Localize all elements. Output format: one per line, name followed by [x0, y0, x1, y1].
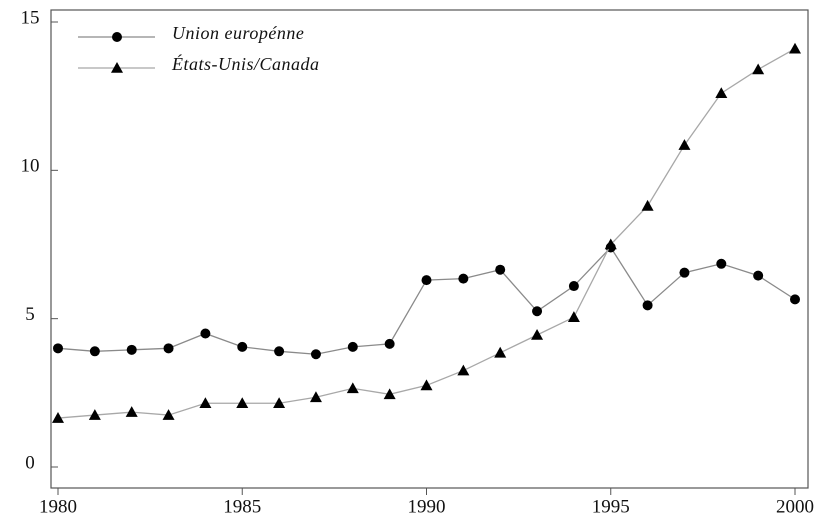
marker — [112, 32, 122, 42]
marker — [604, 238, 617, 250]
series-line — [57, 48, 796, 419]
y-tick-label: 10 — [21, 156, 40, 177]
marker — [421, 275, 432, 286]
marker — [678, 139, 691, 150]
marker — [309, 391, 322, 403]
x-tick-label: 1995 — [592, 496, 630, 517]
marker — [641, 199, 654, 211]
marker — [125, 406, 138, 417]
marker — [237, 341, 248, 352]
plot-frame — [50, 9, 809, 489]
x-tick-label: 1990 — [408, 496, 446, 517]
y-tick-label: 5 — [25, 304, 35, 325]
marker — [88, 409, 101, 420]
marker — [420, 379, 433, 391]
legend-label: Union europénne — [172, 23, 304, 43]
x-tick-label: 1980 — [39, 496, 77, 517]
marker — [163, 343, 174, 354]
marker — [199, 397, 212, 409]
marker — [532, 306, 543, 317]
marker — [126, 344, 137, 355]
marker — [162, 409, 175, 420]
marker — [753, 270, 764, 281]
marker — [310, 349, 321, 360]
marker — [273, 397, 286, 409]
series-line — [57, 246, 796, 355]
marker — [346, 382, 359, 394]
marker — [494, 346, 507, 358]
marker — [383, 388, 396, 400]
marker — [715, 87, 728, 98]
marker — [457, 364, 470, 376]
marker — [567, 311, 580, 322]
y-tick-label: 15 — [21, 7, 40, 28]
marker — [679, 267, 690, 278]
marker — [568, 281, 579, 292]
y-tick-label: 0 — [25, 452, 35, 473]
marker — [236, 397, 249, 409]
marker — [384, 338, 395, 349]
marker — [789, 42, 801, 54]
marker — [458, 273, 469, 284]
marker — [495, 264, 506, 275]
legend-label: États-Unis/Canada — [171, 53, 320, 74]
marker — [531, 328, 544, 340]
marker — [716, 258, 727, 269]
marker — [347, 341, 358, 352]
marker — [752, 63, 765, 75]
x-tick-label: 2000 — [776, 496, 814, 517]
marker — [89, 346, 100, 357]
marker — [111, 62, 123, 73]
marker — [200, 328, 211, 339]
marker — [642, 300, 653, 311]
marker — [274, 346, 285, 357]
marker — [790, 294, 800, 305]
marker — [53, 343, 63, 354]
x-tick-label: 1985 — [223, 496, 261, 517]
marker — [52, 412, 64, 423]
